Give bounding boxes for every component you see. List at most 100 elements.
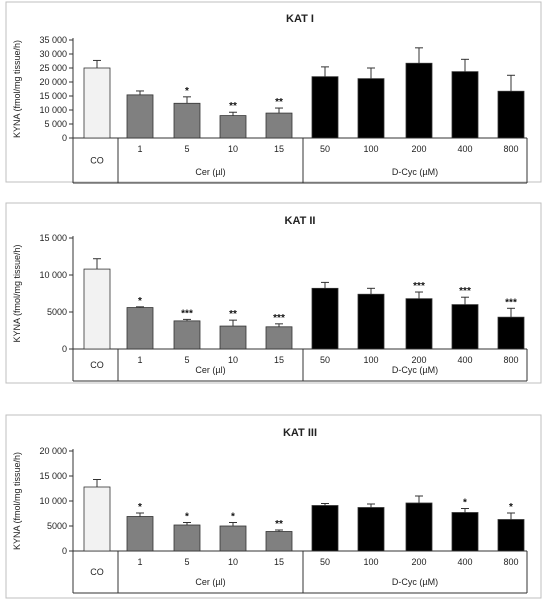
kat1-chart-title: KAT I — [286, 13, 314, 25]
kat1-bar-50 — [311, 76, 339, 139]
kat3-x-tick-label: 5 — [184, 557, 189, 567]
kat2-x-tick-label: CO — [90, 360, 104, 370]
kat3-bar-400 — [451, 512, 479, 552]
kat2-significance-label: * — [138, 296, 142, 307]
kat2-panel-frame — [5, 202, 542, 384]
kat2-group-label-cer: Cer (µl) — [195, 365, 225, 375]
kat2-significance-label: *** — [181, 308, 193, 319]
kat1-bar-5 — [173, 102, 201, 139]
kat1-x-tick-label: 10 — [228, 144, 238, 154]
kat2-x-tick-label: 15 — [274, 355, 284, 365]
kat3-significance-label: ** — [275, 519, 283, 530]
kat3-bar-15 — [265, 531, 293, 552]
kat1-group-label-cer: Cer (µl) — [195, 167, 225, 177]
kat2-y-tick-label: 0 — [62, 344, 67, 354]
kat3-y-tick-label: 10 000 — [39, 496, 67, 506]
kat1-bar-1 — [126, 94, 154, 139]
kat1-x-tick-label: 5 — [184, 144, 189, 154]
kat3-bar-100 — [357, 507, 385, 552]
kat1-x-tick-label: 800 — [503, 144, 518, 154]
kat3-chart-title: KAT III — [283, 427, 317, 439]
kat3-significance-label: * — [463, 498, 467, 509]
kat1-y-tick-label: 15 000 — [39, 91, 67, 101]
kat2-y-axis-label: KYNA (fmol/mg tissue/h) — [12, 244, 22, 342]
kat2-x-tick-label: 800 — [503, 355, 518, 365]
kat3-y-tick-label: 20 000 — [39, 446, 67, 456]
kat2-bar-800 — [497, 316, 525, 350]
kat3-x-tick-label: 15 — [274, 557, 284, 567]
kat1-y-tick-label: 10 000 — [39, 105, 67, 115]
kat2-x-tick-label: 5 — [184, 355, 189, 365]
kat3-bar-200 — [405, 502, 433, 552]
kat3-y-tick-label: 15 000 — [39, 471, 67, 481]
kat3-bar-5 — [173, 524, 201, 552]
kat2-x-tick-label: 1 — [137, 355, 142, 365]
kat1-bar-800 — [497, 90, 525, 139]
kat1-y-tick-label: 25 000 — [39, 63, 67, 73]
kat1-y-tick-label: 0 — [62, 133, 67, 143]
kat3-bar-50 — [311, 505, 339, 552]
kat1-bar-400 — [451, 71, 479, 139]
kat1-bar-200 — [405, 62, 433, 139]
kat2-x-tick-label: 400 — [457, 355, 472, 365]
kat2-bar-10 — [219, 325, 247, 350]
kat1-y-tick-label: 5 000 — [44, 119, 67, 129]
kat3-y-tick-label: 0 — [62, 546, 67, 556]
kat3-bar-1 — [126, 516, 154, 552]
kat3-significance-label: * — [231, 512, 235, 523]
kat1-y-axis-label: KYNA (fmol/mg tissue/h) — [12, 40, 22, 138]
kat2-significance-label: ** — [229, 309, 237, 320]
kat1-x-tick-label: 1 — [137, 144, 142, 154]
kat1-group-label-dcyc: D-Cyc (µM) — [392, 167, 438, 177]
kat3-x-tick-label: 200 — [411, 557, 426, 567]
kat2-x-tick-label: 10 — [228, 355, 238, 365]
kat3-x-tick-label: 800 — [503, 557, 518, 567]
kat3-x-tick-label: 1 — [137, 557, 142, 567]
kat2-bar-15 — [265, 326, 293, 350]
kat1-bar-CO — [83, 67, 111, 139]
kat3-x-tick-label: 400 — [457, 557, 472, 567]
kat1-panel-frame — [5, 1, 542, 183]
kat3-bar-10 — [219, 525, 247, 552]
kat2-x-tick-label: 50 — [320, 355, 330, 365]
kat1-bar-10 — [219, 115, 247, 139]
kat1-bar-100 — [357, 78, 385, 139]
kat1-significance-label: * — [185, 86, 189, 97]
kat1-y-tick-label: 30 000 — [39, 49, 67, 59]
kat2-significance-label: *** — [273, 313, 285, 324]
kat3-significance-label: * — [185, 512, 189, 523]
kat3-x-tick-label: 50 — [320, 557, 330, 567]
kat2-bar-1 — [126, 307, 154, 350]
kat3-significance-label: * — [138, 502, 142, 513]
kat2-bar-100 — [357, 293, 385, 350]
kat2-x-tick-label: 100 — [363, 355, 378, 365]
kat2-y-tick-label: 5000 — [47, 307, 67, 317]
kat1-x-tick-label: 400 — [457, 144, 472, 154]
kat2-x-tick-label: 200 — [411, 355, 426, 365]
kat2-chart-title: KAT II — [285, 215, 316, 227]
kat1-bar-15 — [265, 112, 293, 139]
kat3-x-tick-label: CO — [90, 567, 104, 577]
kat1-x-tick-label: 100 — [363, 144, 378, 154]
kat2-significance-label: *** — [505, 297, 517, 308]
kat2-group-label-dcyc: D-Cyc (µM) — [392, 365, 438, 375]
kat2-y-tick-label: 10 000 — [39, 270, 67, 280]
kat2-bar-5 — [173, 320, 201, 350]
kat1-x-tick-label: CO — [90, 156, 104, 166]
kat1-significance-label: ** — [275, 97, 283, 108]
kat3-significance-label: * — [509, 502, 513, 513]
kat2-bar-400 — [451, 304, 479, 350]
kat3-group-label-cer: Cer (µl) — [195, 577, 225, 587]
kat3-panel-frame — [5, 414, 542, 599]
kat3-x-tick-label: 10 — [228, 557, 238, 567]
kat1-y-tick-label: 35 000 — [39, 35, 67, 45]
kat3-bar-800 — [497, 519, 525, 552]
kat3-bar-CO — [83, 486, 111, 552]
kat1-x-tick-label: 200 — [411, 144, 426, 154]
kat2-bar-200 — [405, 298, 433, 350]
kat1-x-tick-label: 50 — [320, 144, 330, 154]
kat3-x-tick-label: 100 — [363, 557, 378, 567]
kat2-bar-CO — [83, 268, 111, 350]
